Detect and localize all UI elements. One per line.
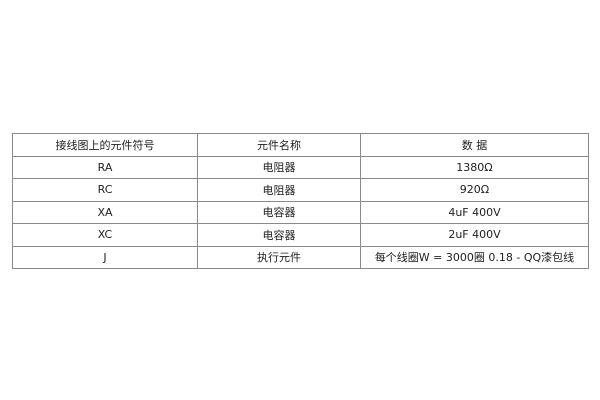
cell-symbol: XA <box>12 200 198 224</box>
cell-symbol: J <box>12 245 198 269</box>
table-header-row: 接线图上的元件符号 元件名称 数 据 <box>12 133 589 157</box>
cell-data: 每个线圈W = 3000圈 0.18 - QQ漆包线 <box>360 245 589 269</box>
header-symbol: 接线图上的元件符号 <box>12 133 198 157</box>
table-row: XC 电容器 2uF 400V <box>12 223 589 247</box>
cell-name: 电容器 <box>197 200 361 224</box>
cell-name: 电容器 <box>197 223 361 247</box>
cell-name: 电阻器 <box>197 155 361 179</box>
cell-name: 电阻器 <box>197 178 361 202</box>
table-row: RC 电阻器 920Ω <box>12 178 589 202</box>
cell-symbol: RC <box>12 178 198 202</box>
cell-data: 1380Ω <box>360 155 589 179</box>
table-row: J 执行元件 每个线圈W = 3000圈 0.18 - QQ漆包线 <box>12 245 589 269</box>
cell-data: 920Ω <box>360 178 589 202</box>
cell-data: 4uF 400V <box>360 200 589 224</box>
table-row: RA 电阻器 1380Ω <box>12 155 589 179</box>
cell-name: 执行元件 <box>197 245 361 269</box>
header-name: 元件名称 <box>197 133 361 157</box>
table-row: XA 电容器 4uF 400V <box>12 200 589 224</box>
cell-symbol: XC <box>12 223 198 247</box>
header-data: 数 据 <box>360 133 589 157</box>
cell-data: 2uF 400V <box>360 223 589 247</box>
cell-symbol: RA <box>12 155 198 179</box>
component-table: 接线图上的元件符号 元件名称 数 据 RA 电阻器 1380Ω RC 电阻器 9… <box>12 133 589 269</box>
